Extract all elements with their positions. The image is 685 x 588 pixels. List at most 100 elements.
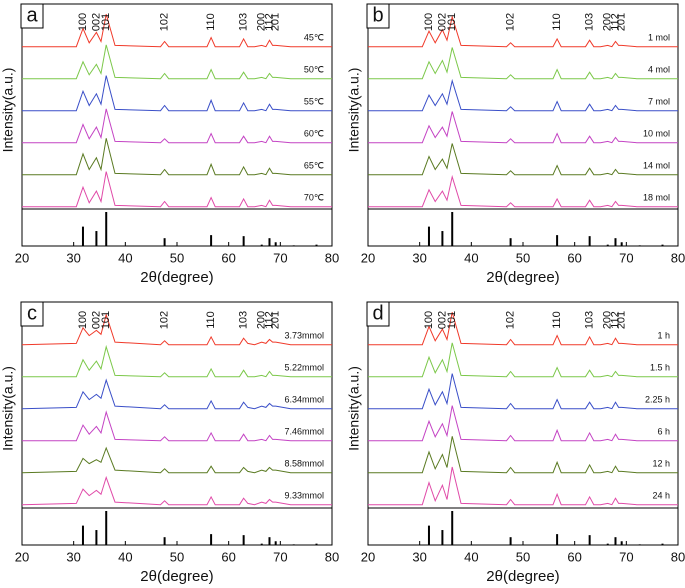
plot-frame (21, 3, 333, 247)
series-label: 10 mol (643, 128, 670, 138)
series-label: 6 h (657, 426, 670, 436)
xrd-trace (368, 174, 678, 208)
x-tick-label: 50 (170, 549, 184, 564)
panel-label-box (366, 301, 390, 327)
peak-label: 101 (446, 13, 458, 31)
series-label: 55℃ (304, 96, 324, 106)
peak-label: 103 (238, 311, 250, 329)
x-tick-label: 30 (412, 549, 426, 564)
peak-label: 200 (256, 311, 268, 329)
peak-label: 002 (436, 311, 448, 329)
y-axis-label: Intensity(a.u.) (0, 68, 16, 153)
x-tick-label: 20 (361, 549, 375, 564)
series-label: 1 mol (648, 32, 670, 42)
series-label: 65℃ (304, 160, 324, 170)
x-tick-label: 40 (464, 250, 478, 265)
peak-label: 103 (584, 13, 596, 31)
peak-label: 002 (90, 311, 102, 329)
xrd-trace (22, 44, 332, 80)
x-tick-label: 80 (671, 549, 685, 564)
series-label: 6.34mmol (284, 394, 324, 404)
xrd-trace (368, 405, 678, 442)
panel-label: d (372, 302, 383, 324)
peak-label: 201 (616, 13, 628, 31)
series-label: 3.73mmol (284, 330, 324, 340)
xrd-trace (21, 446, 332, 474)
peak-label: 201 (270, 311, 282, 329)
peak-label: 100 (77, 13, 89, 31)
xrd-trace (368, 466, 678, 506)
series-label: 4 mol (648, 64, 670, 74)
x-tick-label: 50 (170, 250, 184, 265)
x-axis-label: 2θ(degree) (486, 269, 559, 286)
xrd-trace (368, 342, 678, 378)
x-tick-label: 30 (66, 549, 80, 564)
series-label: 7 mol (648, 96, 670, 106)
y-axis-label: Intensity(a.u.) (346, 68, 362, 153)
peak-label: 101 (100, 311, 112, 329)
peak-label: 102 (505, 311, 517, 329)
xrd-trace (368, 78, 678, 112)
peak-label: 110 (551, 311, 563, 329)
series-label: 14 mol (643, 160, 670, 170)
x-tick-label: 70 (273, 250, 287, 265)
xrd-trace (21, 475, 332, 506)
series-label: 1.5 h (650, 362, 670, 372)
xrd-trace (368, 373, 678, 410)
x-tick-label: 20 (15, 549, 29, 564)
x-tick-label: 30 (66, 250, 80, 265)
xrd-trace (368, 14, 678, 48)
xrd-trace (22, 108, 332, 144)
x-tick-label: 80 (325, 250, 339, 265)
x-axis-label: 2θ(degree) (486, 568, 559, 585)
peak-label: 112 (609, 311, 621, 329)
x-tick-label: 70 (619, 250, 633, 265)
series-label: 70℃ (304, 192, 324, 202)
series-label: 1 h (657, 330, 670, 340)
series-label: 5.22mmol (284, 362, 324, 372)
x-tick-label: 50 (516, 549, 530, 564)
xrd-trace (22, 14, 332, 48)
peak-label: 112 (609, 13, 621, 31)
peak-label: 101 (446, 311, 458, 329)
xrd-trace (368, 47, 678, 80)
x-tick-label: 60 (567, 549, 581, 564)
xrd-trace (22, 75, 332, 112)
series-label: 18 mol (643, 192, 670, 202)
series-label: 45℃ (304, 32, 324, 42)
x-tick-label: 70 (273, 549, 287, 564)
peak-label: 100 (77, 311, 89, 329)
peak-label: 200 (602, 311, 614, 329)
series-label: 12 h (652, 458, 670, 468)
xrd-trace (368, 436, 678, 474)
xrd-trace (368, 111, 678, 144)
peak-label: 101 (100, 13, 112, 31)
peak-label: 110 (205, 13, 217, 31)
plot-frame (367, 301, 679, 546)
x-tick-label: 20 (361, 250, 375, 265)
x-tick-label: 30 (412, 250, 426, 265)
plot-frame (367, 3, 679, 247)
peak-label: 100 (423, 13, 435, 31)
series-label: 8.58mmol (284, 458, 324, 468)
peak-label: 002 (436, 13, 448, 31)
peak-label: 110 (205, 311, 217, 329)
peak-label: 102 (159, 13, 171, 31)
xrd-trace (21, 313, 332, 346)
x-tick-label: 80 (325, 549, 339, 564)
peak-label: 200 (256, 13, 268, 31)
panel-label: b (372, 4, 383, 26)
panel-label: c (27, 302, 37, 324)
y-axis-label: Intensity(a.u.) (0, 366, 16, 451)
x-tick-label: 80 (671, 250, 685, 265)
x-axis-label: 2θ(degree) (140, 568, 213, 585)
peak-label: 201 (616, 311, 628, 329)
x-tick-label: 40 (118, 250, 132, 265)
peak-label: 103 (238, 13, 250, 31)
y-axis-label: Intensity(a.u.) (346, 366, 362, 451)
xrd-trace (368, 143, 678, 176)
x-tick-label: 20 (15, 250, 29, 265)
x-tick-label: 40 (118, 549, 132, 564)
